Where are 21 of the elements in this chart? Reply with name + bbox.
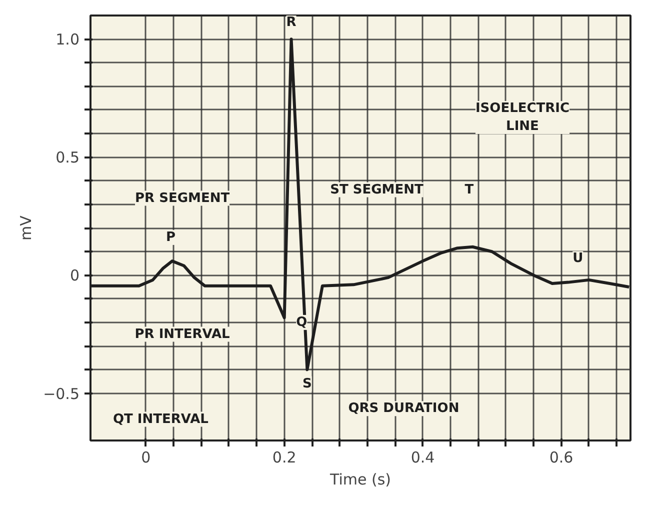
annotation: PR SEGMENT	[135, 190, 230, 206]
x-tick-label: 0.6	[549, 448, 574, 466]
x-axis-title: Time (s)	[329, 470, 391, 488]
y-axis-title: mV	[17, 214, 36, 240]
annotation: Q	[296, 314, 308, 330]
y-tick-label: 1.0	[56, 30, 80, 49]
annotation: ST SEGMENT	[330, 182, 424, 198]
y-tick-label: −0.5	[43, 384, 80, 403]
annotation: T	[464, 182, 474, 198]
x-tick-label: 0.2	[272, 448, 296, 466]
x-tick-label: 0	[141, 448, 151, 466]
annotation: S	[302, 376, 312, 392]
annotation: QT INTERVAL	[112, 412, 208, 427]
annotation: PR INTERVAL	[134, 326, 230, 342]
y-tick-label: 0.5	[56, 148, 80, 167]
annotation: P	[166, 230, 176, 245]
annotation: R	[286, 15, 296, 30]
annotation: QRS DURATION	[348, 401, 460, 416]
y-tick-label: 0	[70, 266, 80, 285]
annotation: ISOELECTRIC LINE	[475, 101, 570, 134]
x-tick-label: 0.4	[410, 448, 435, 466]
